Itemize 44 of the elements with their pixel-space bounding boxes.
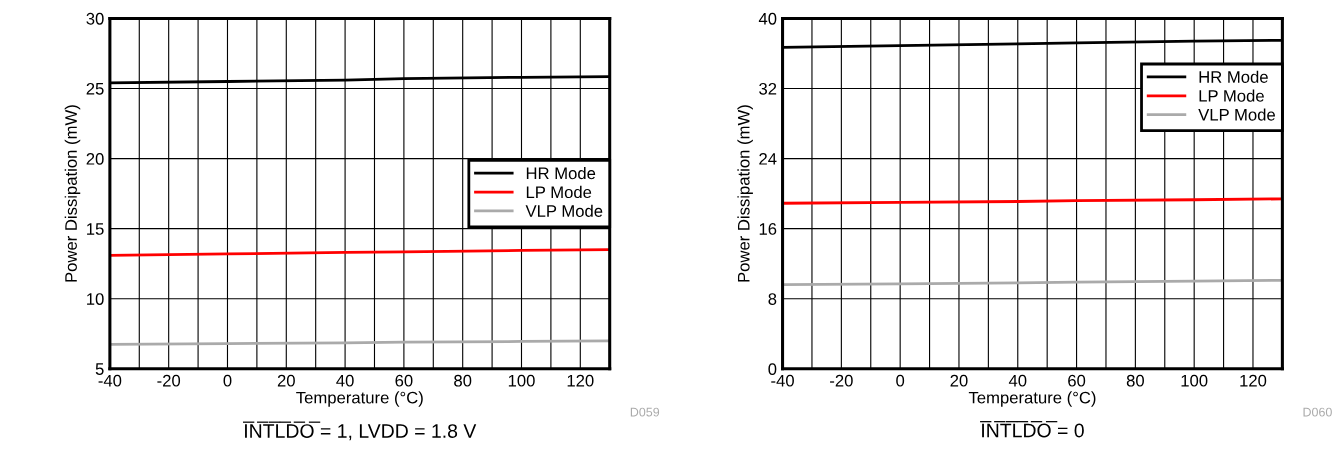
x-tick-label: 0 — [896, 374, 905, 387]
y-tick-label: 15 — [87, 223, 104, 235]
x-tick-label: -20 — [830, 374, 853, 387]
legend-label: LP Mode — [526, 185, 592, 199]
x-tick-label: 100 — [1181, 374, 1208, 387]
x-tick-label: -40 — [771, 374, 794, 387]
x-tick-label: 60 — [395, 374, 413, 387]
x-tick-label: -40 — [98, 374, 122, 387]
x-tick-label: -20 — [157, 374, 181, 387]
x-tick-label: 80 — [1126, 374, 1144, 387]
legend-label: VLP Mode — [525, 204, 603, 217]
text: I̅N̅T̅L̅D̅O̅ = 1, LVDD = 1.8 V — [242, 421, 477, 441]
y-axis-title: Power Dissipation (mW) — [64, 105, 81, 282]
x-tick-label: 20 — [277, 374, 295, 387]
x-tick-label: 20 — [950, 374, 968, 387]
y-tick-label: 8 — [768, 293, 777, 305]
y-tick-label: 20 — [86, 152, 104, 165]
y-tick-label: 24 — [759, 152, 777, 165]
legend-label: HR Mode — [1199, 70, 1268, 83]
y-tick-label: 10 — [87, 293, 104, 305]
y-tick-label: 40 — [758, 12, 777, 25]
y-tick-label: 0 — [768, 363, 777, 375]
y-tick-label: 16 — [759, 223, 777, 235]
x-tick-label: 0 — [223, 374, 232, 387]
y-tick-label: 32 — [759, 82, 777, 95]
y-tick-label: 30 — [86, 12, 104, 25]
text: I̅N̅T̅L̅D̅O̅ = 0 — [980, 421, 1084, 438]
x-axis-title: Temperature (°C) — [968, 391, 1096, 407]
y-tick-label: 5 — [95, 363, 104, 375]
x-tick-label: 40 — [1008, 374, 1027, 387]
y-tick-label: 25 — [86, 82, 104, 95]
x-axis-title: Temperature (°C) — [296, 391, 423, 407]
x-tick-label: 100 — [508, 374, 535, 387]
text: D059 — [630, 407, 660, 417]
legend-label: LP Mode — [1199, 89, 1264, 102]
x-tick-label: 120 — [1240, 374, 1267, 387]
x-tick-label: 60 — [1068, 374, 1086, 387]
x-tick-label: 40 — [336, 374, 354, 387]
text: D060 — [1303, 407, 1332, 417]
x-tick-label: 80 — [454, 374, 472, 387]
legend-label: VLP Mode — [1198, 108, 1275, 121]
x-tick-label: 120 — [567, 374, 594, 387]
legend-label: HR Mode — [526, 166, 596, 180]
y-axis-title: Power Dissipation (mW) — [737, 105, 753, 282]
